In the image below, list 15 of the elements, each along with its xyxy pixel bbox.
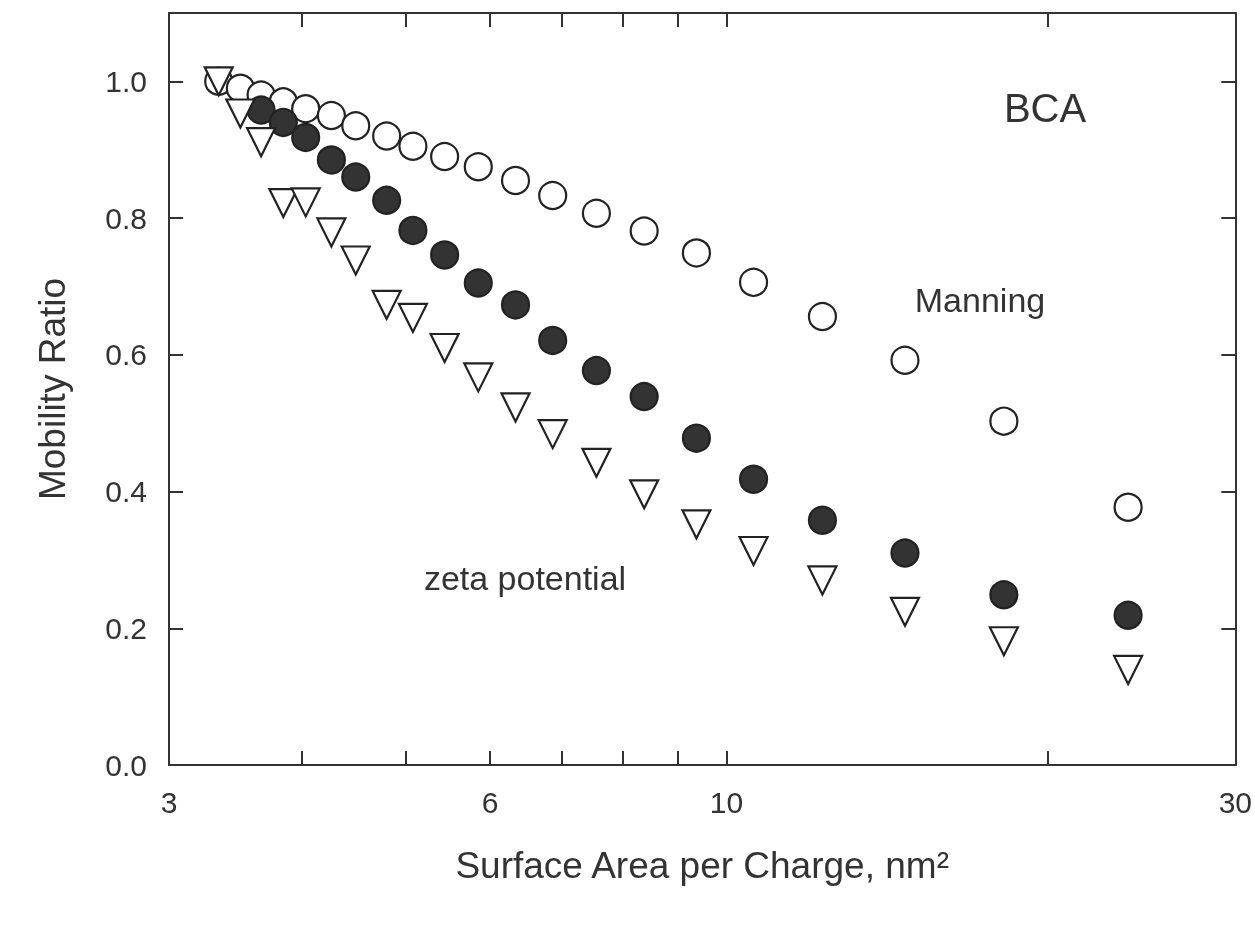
annotation: zeta potential [423, 559, 627, 597]
y-tick-label: 1.0 [105, 64, 147, 98]
y-tick-label: 0.0 [105, 748, 147, 782]
x-axis-title: Surface Area per Charge, nm² [455, 845, 949, 886]
y-axis-title: Mobility Ratio [32, 277, 73, 501]
y-tick-label: 0.6 [105, 338, 147, 372]
x-tick-label: 6 [481, 785, 499, 819]
x-tick-label: 30 [1218, 785, 1252, 819]
x-tick-label: 10 [709, 785, 744, 819]
x-tick-label: 3 [160, 785, 178, 819]
y-tick-label: 0.4 [105, 475, 147, 509]
y-tick-label: 0.8 [105, 201, 147, 235]
y-tick-label: 0.2 [105, 611, 147, 645]
annotation: Manning [914, 281, 1046, 319]
annotation: BCA [1003, 86, 1087, 130]
